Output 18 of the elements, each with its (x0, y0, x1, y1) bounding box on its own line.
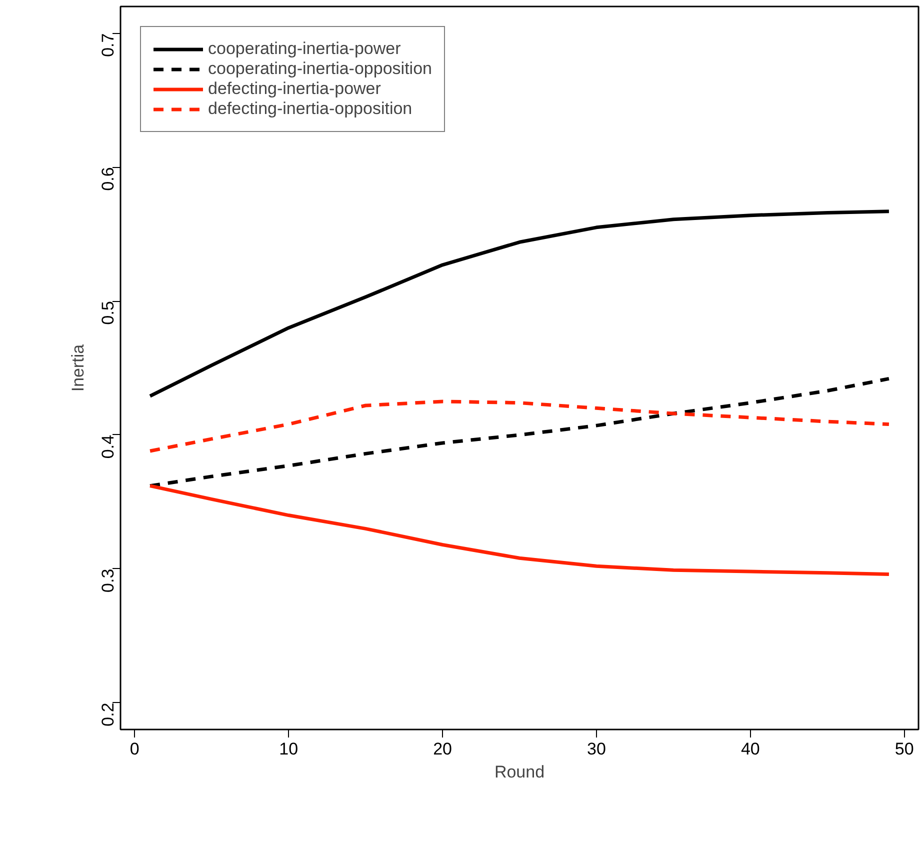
y-axis-title: Inertia (68, 344, 88, 392)
y-tick-label: 0.4 (98, 434, 118, 459)
x-axis-title: Round (494, 762, 545, 782)
legend-label: defecting-inertia-power (208, 79, 381, 99)
y-tick-label: 0.6 (98, 167, 118, 191)
x-tick-label: 10 (279, 740, 298, 758)
x-tick-label: 30 (587, 740, 606, 758)
y-tick-label: 0.5 (98, 301, 118, 325)
legend-label: cooperating-inertia-power (208, 39, 401, 59)
x-tick-label: 50 (894, 740, 914, 758)
y-tick-label: 0.2 (98, 702, 118, 726)
x-tick-label: 20 (433, 740, 452, 758)
legend-label: defecting-inertia-opposition (208, 99, 412, 119)
y-tick-label: 0.3 (98, 568, 118, 592)
x-tick-label: 40 (740, 740, 760, 758)
legend-label: cooperating-inertia-opposition (208, 59, 432, 79)
y-tick-label: 0.7 (98, 33, 118, 57)
x-tick-label: 0 (130, 740, 140, 758)
